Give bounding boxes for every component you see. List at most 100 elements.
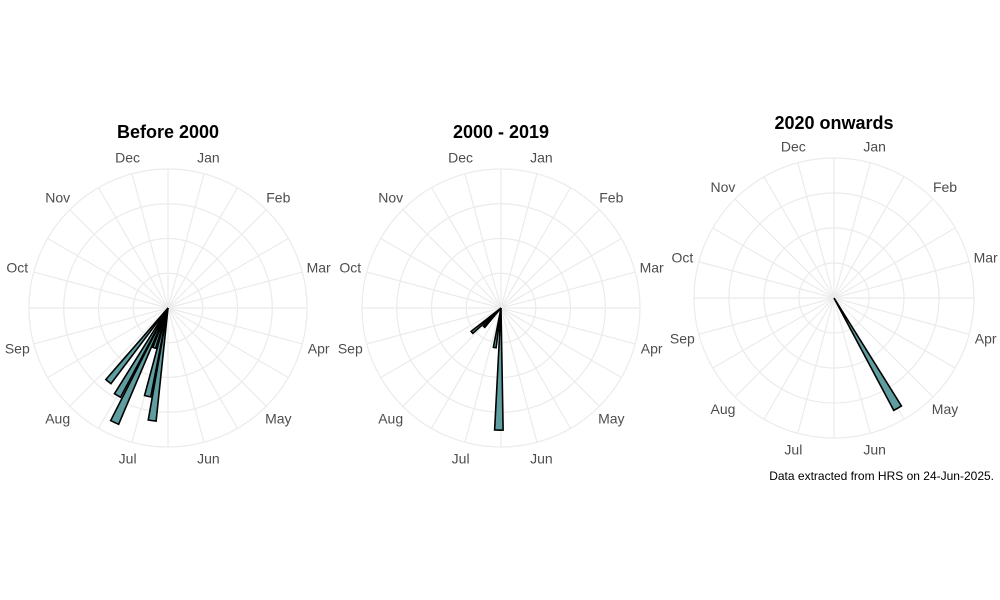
month-tick-label: Oct [671, 249, 693, 265]
month-tick-label: Aug [45, 410, 70, 426]
radial-grid-line [500, 307, 538, 443]
radial-grid-line [734, 198, 835, 299]
radial-grid-line [167, 209, 267, 309]
radial-grid-line [797, 297, 835, 434]
radial-grid-line [366, 271, 502, 309]
radial-grid-line [712, 297, 835, 369]
radial-grid-line [430, 187, 502, 309]
month-tick-label: Jan [530, 149, 553, 165]
radial-grid-line [833, 227, 956, 299]
month-tick-label: Apr [641, 340, 663, 356]
radial-grid-line [698, 297, 835, 335]
radial-grid-line [833, 297, 956, 369]
month-tick-label: Aug [378, 410, 403, 426]
radial-grid-line [167, 307, 289, 379]
radial-grid-line [712, 227, 835, 299]
radial-grid-line [69, 209, 169, 309]
month-tick-label: Jun [530, 451, 553, 467]
radial-grid-line [500, 307, 622, 379]
month-tick-label: Feb [599, 190, 623, 206]
radial-grid-line [167, 307, 205, 443]
radial-grid-line [500, 173, 538, 309]
polar-bar [493, 307, 504, 431]
radial-grid-line [833, 176, 905, 299]
month-tick-label: Jun [197, 451, 220, 467]
radial-grid-line [500, 209, 600, 309]
radial-grid-line [131, 173, 169, 309]
radial-grid-line [33, 271, 169, 309]
month-tick-label: Apr [975, 331, 997, 347]
month-tick-label: Jan [197, 149, 220, 165]
month-tick-label: Feb [933, 179, 957, 195]
polar-bar [113, 307, 169, 399]
radial-grid-line [500, 307, 636, 345]
radial-grid-line [464, 307, 502, 443]
radial-grid-line [500, 271, 636, 309]
polar-bar [109, 307, 169, 426]
radial-grid-line [500, 307, 572, 429]
polar-bar [143, 307, 169, 398]
radial-grid-line [33, 307, 169, 345]
month-tick-label: Apr [308, 340, 330, 356]
radial-grid-line [167, 237, 289, 309]
month-tick-label: Nov [378, 190, 403, 206]
month-tick-label: Mar [640, 260, 664, 276]
radial-grid-line [69, 307, 169, 407]
radial-grid-line [47, 307, 169, 379]
polar-bar [833, 297, 903, 412]
month-tick-label: Mar [307, 260, 331, 276]
polar-panel: Jan Feb Mar Apr May Jun Jul Aug Sep Oct Nov Dec 2000… [338, 122, 664, 467]
polar-bar [104, 307, 169, 385]
polar-panel: Jan Feb Mar Apr May Jun Jul Aug Sep Oct Nov Dec Befo… [5, 122, 331, 467]
month-tick-label: May [932, 401, 958, 417]
radial-grid-line [167, 307, 303, 345]
radial-grid-line [380, 307, 502, 379]
radial-grid-line [734, 297, 835, 398]
radial-grid-line [380, 237, 502, 309]
radial-grid-line [167, 271, 303, 309]
radial-grid-line [500, 307, 600, 407]
polar-bar [470, 307, 502, 335]
month-tick-label: May [265, 410, 291, 426]
radial-grid-line [47, 237, 169, 309]
radial-grid-line [464, 173, 502, 309]
panel-title: 2000 - 2019 [453, 122, 549, 142]
month-tick-label: Sep [670, 331, 695, 347]
data-source-caption: Data extracted from HRS on 24-Jun-2025. [769, 469, 994, 483]
polar-bar [151, 307, 169, 350]
month-tick-label: Sep [338, 340, 363, 356]
radial-grid-line [167, 307, 267, 407]
month-tick-label: Mar [974, 249, 998, 265]
polar-bar [492, 307, 502, 349]
radial-grid-line [833, 198, 934, 299]
month-tick-label: Dec [115, 149, 140, 165]
radial-grid-line [402, 209, 502, 309]
radial-grid-line [833, 261, 970, 299]
radial-grid-line [833, 297, 934, 398]
radial-grid-line [797, 162, 835, 299]
radial-grid-line [500, 237, 622, 309]
month-tick-label: Nov [45, 190, 70, 206]
month-tick-label: Jun [863, 442, 886, 458]
radial-grid-line [167, 187, 239, 309]
radial-grid-line [833, 297, 871, 434]
radial-grid-line [500, 187, 572, 309]
month-tick-label: May [598, 410, 624, 426]
month-tick-label: Oct [339, 260, 361, 276]
month-tick-label: Dec [781, 138, 806, 154]
radial-grid-line [833, 162, 871, 299]
month-tick-label: Jul [119, 451, 137, 467]
radial-grid-line [763, 176, 835, 299]
month-tick-label: Sep [5, 340, 30, 356]
radial-grid-line [430, 307, 502, 429]
month-tick-label: Oct [6, 260, 28, 276]
panel-title: 2020 onwards [774, 113, 893, 133]
polar-panel: Jan Feb Mar Apr May Jun Jul Aug Sep Oct Nov Dec 2020… [670, 113, 998, 458]
radial-grid-line [167, 173, 205, 309]
month-tick-label: Aug [711, 401, 736, 417]
month-tick-label: Nov [711, 179, 736, 195]
month-tick-label: Dec [448, 149, 473, 165]
radial-grid-line [698, 261, 835, 299]
radial-grid-line [366, 307, 502, 345]
